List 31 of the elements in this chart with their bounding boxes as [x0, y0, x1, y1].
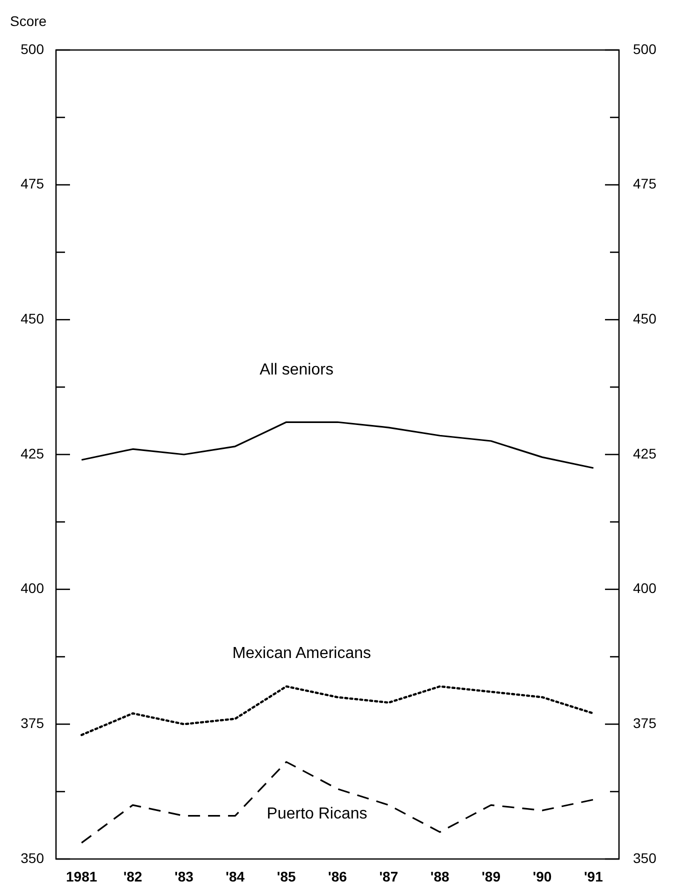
text: All seniors — [260, 362, 334, 379]
y-tick-label: 475 — [20, 176, 44, 192]
x-tick-label: '83 — [174, 868, 194, 884]
y-axis-title: Score — [10, 12, 47, 29]
x-tick-label: '85 — [276, 868, 296, 884]
y-tick-label: 400 — [20, 580, 44, 596]
x-tick-label: '91 — [584, 868, 604, 884]
text: Mexican Americans — [232, 645, 372, 662]
x-tick-label: '89 — [482, 868, 501, 884]
y2-tick-label: 375 — [633, 715, 657, 732]
x-tick-label: '87 — [379, 868, 398, 884]
y2-tick-label: 500 — [633, 40, 657, 57]
y-tick-label: 375 — [20, 715, 44, 732]
y2-tick-label: 425 — [633, 445, 657, 462]
line-series — [80, 761, 594, 844]
y2-tick-label: 400 — [633, 580, 657, 596]
y-tick-label: 500 — [20, 40, 44, 57]
x-tick-label: '84 — [226, 868, 245, 884]
y2-tick-label: 475 — [633, 176, 657, 192]
y2-tick-label: 350 — [633, 850, 657, 866]
y-tick-label: 450 — [20, 310, 44, 327]
line-series — [80, 685, 595, 736]
y-tick-label: 350 — [20, 850, 44, 866]
x-tick-label: '90 — [532, 868, 552, 884]
x-tick-label: '86 — [328, 868, 348, 884]
x-tick-label: '88 — [430, 868, 450, 884]
x-tick-label: '82 — [123, 868, 142, 884]
x-tick-label: 1981 — [66, 868, 98, 884]
series-label: Puerto Ricans — [266, 806, 368, 823]
y-tick-label: 425 — [20, 445, 44, 462]
y2-tick-label: 450 — [633, 310, 657, 327]
